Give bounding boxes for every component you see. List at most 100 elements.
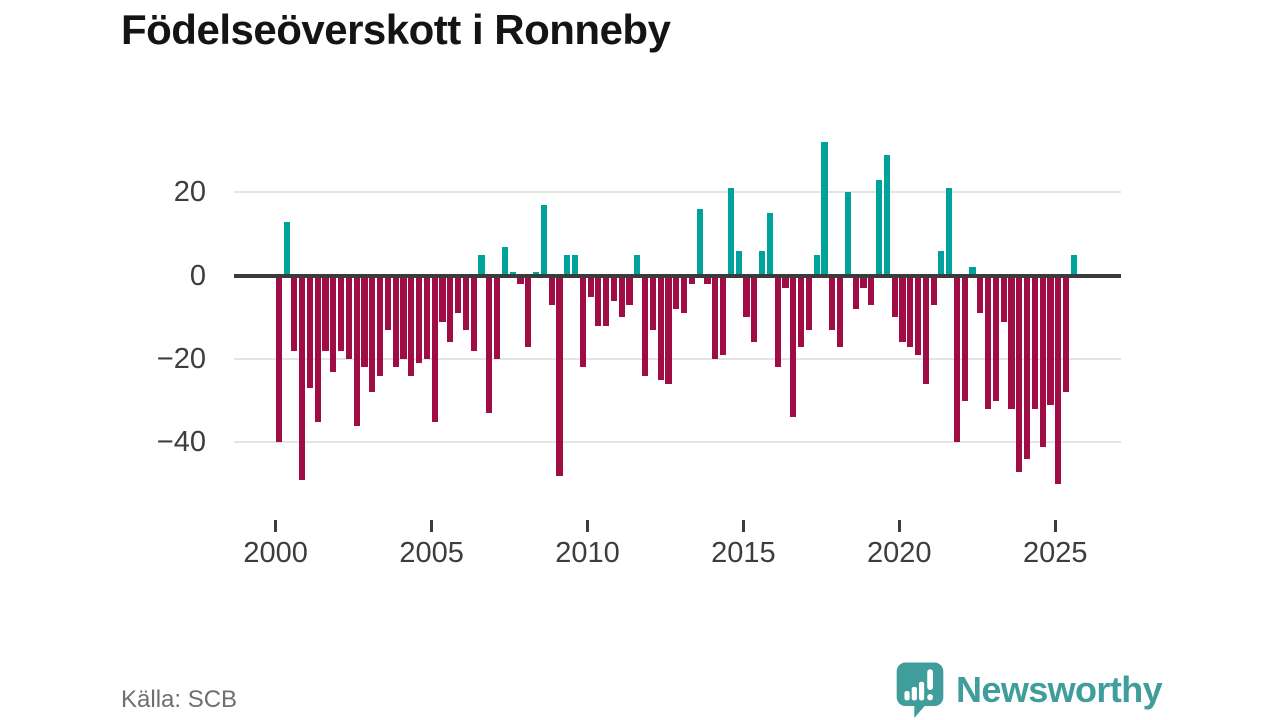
y-axis-tick-label: 20 <box>173 176 206 209</box>
bar-2005-Q3 <box>447 275 454 343</box>
x-axis-tick-label: 2005 <box>399 537 464 569</box>
bar-2011-Q4 <box>642 275 649 376</box>
x-axis-tick-mark <box>274 520 278 532</box>
bar-2020-Q3 <box>914 275 922 355</box>
bar-2011-Q3 <box>634 254 641 276</box>
bar-2020-Q2 <box>907 275 914 347</box>
bar-2022-Q1 <box>961 275 968 401</box>
bar-2025-Q3 <box>1070 254 1077 276</box>
x-axis-tick-label: 2020 <box>867 537 932 569</box>
bar-2002-Q1 <box>338 275 345 351</box>
bar-2020-Q1 <box>899 275 906 343</box>
gridline <box>234 191 1121 194</box>
bar-2024-Q1 <box>1024 275 1031 460</box>
gridline <box>234 441 1121 444</box>
bar-2010-Q2 <box>595 275 602 326</box>
bar-2000-Q3 <box>291 275 298 351</box>
bar-2009-Q1 <box>556 275 563 476</box>
bar-2012-Q3 <box>665 275 672 385</box>
zero-axis-line <box>234 273 1121 278</box>
bar-2005-Q4 <box>454 275 462 314</box>
x-axis-tick-mark <box>1053 520 1057 532</box>
source-note: Källa: SCB <box>121 686 238 713</box>
bar-2021-Q1 <box>930 275 937 305</box>
bar-2006-Q1 <box>462 275 469 330</box>
bar-chart-speech-bubble-icon <box>896 662 944 718</box>
bar-2003-Q4 <box>392 275 399 368</box>
bar-2019-Q2 <box>875 179 883 276</box>
x-axis-tick-label: 2010 <box>555 537 620 569</box>
gridline <box>234 358 1121 361</box>
bar-2008-Q1 <box>525 275 532 347</box>
bar-2010-Q4 <box>610 275 618 301</box>
bar-2017-Q2 <box>813 254 820 276</box>
bar-2002-Q4 <box>361 275 368 368</box>
bar-2011-Q1 <box>618 275 625 318</box>
bar-2013-Q4 <box>704 275 711 285</box>
bar-2013-Q1 <box>681 275 688 314</box>
bar-2003-Q3 <box>384 275 392 330</box>
x-axis-tick-mark <box>586 520 589 532</box>
bar-2023-Q3 <box>1008 275 1015 410</box>
bar-2003-Q1 <box>369 275 376 393</box>
bar-2006-Q2 <box>470 275 477 351</box>
bar-2001-Q2 <box>314 275 321 422</box>
bar-2013-Q3 <box>696 209 703 276</box>
bar-2000-Q2 <box>283 221 290 276</box>
bar-2023-Q1 <box>992 275 1000 401</box>
bar-2025-Q2 <box>1063 275 1070 393</box>
bar-2001-Q4 <box>330 275 337 372</box>
y-axis-tick-label: −20 <box>156 343 206 376</box>
bar-2009-Q3 <box>571 254 579 276</box>
bar-2023-Q4 <box>1016 275 1023 472</box>
bar-2021-Q3 <box>946 188 953 276</box>
bar-2008-Q4 <box>548 275 555 305</box>
bar-2000-Q4 <box>299 275 306 480</box>
bar-2017-Q1 <box>805 275 812 330</box>
bar-2007-Q4 <box>517 275 524 285</box>
bar-2009-Q2 <box>564 254 571 276</box>
bar-2002-Q3 <box>353 275 360 426</box>
bar-2018-Q1 <box>836 275 844 347</box>
bar-2000-Q1 <box>275 275 282 443</box>
bar-2010-Q1 <box>587 275 594 297</box>
bar-2016-Q4 <box>797 275 805 347</box>
bar-2022-Q2 <box>969 267 976 276</box>
bar-2025-Q1 <box>1055 275 1062 485</box>
bar-2007-Q3 <box>509 271 516 276</box>
x-axis-tick-label: 2025 <box>1022 537 1088 569</box>
bar-2003-Q2 <box>377 275 384 376</box>
x-axis-tick-mark <box>897 520 901 532</box>
bar-2016-Q1 <box>774 275 781 368</box>
bar-2024-Q2 <box>1031 275 1039 410</box>
bar-2007-Q2 <box>501 246 508 276</box>
bar-2016-Q2 <box>782 275 789 289</box>
bar-2012-Q4 <box>673 275 680 310</box>
bar-2019-Q4 <box>891 275 898 318</box>
bar-2015-Q2 <box>751 275 758 343</box>
bar-2014-Q3 <box>727 188 734 276</box>
bar-2023-Q2 <box>1000 275 1007 322</box>
bar-2022-Q4 <box>985 275 992 410</box>
bar-2017-Q4 <box>829 275 836 330</box>
bar-2007-Q1 <box>493 275 501 360</box>
bar-2002-Q2 <box>345 275 353 360</box>
bar-2017-Q3 <box>821 142 828 276</box>
bar-2019-Q1 <box>868 275 875 305</box>
bar-2001-Q1 <box>306 275 314 389</box>
bar-2011-Q2 <box>626 275 633 305</box>
bar-2006-Q4 <box>486 275 493 414</box>
bar-2020-Q4 <box>922 275 929 385</box>
bar-2005-Q2 <box>439 275 446 322</box>
bar-2024-Q4 <box>1047 275 1054 405</box>
y-axis-tick-label: 0 <box>189 259 206 292</box>
bar-2004-Q3 <box>416 275 423 364</box>
x-axis-tick-label: 2015 <box>711 537 776 569</box>
bar-2015-Q3 <box>759 250 766 276</box>
bar-2018-Q3 <box>852 275 859 310</box>
bar-2018-Q2 <box>844 192 851 276</box>
bar-2022-Q3 <box>977 275 984 314</box>
bar-2006-Q3 <box>478 254 485 276</box>
